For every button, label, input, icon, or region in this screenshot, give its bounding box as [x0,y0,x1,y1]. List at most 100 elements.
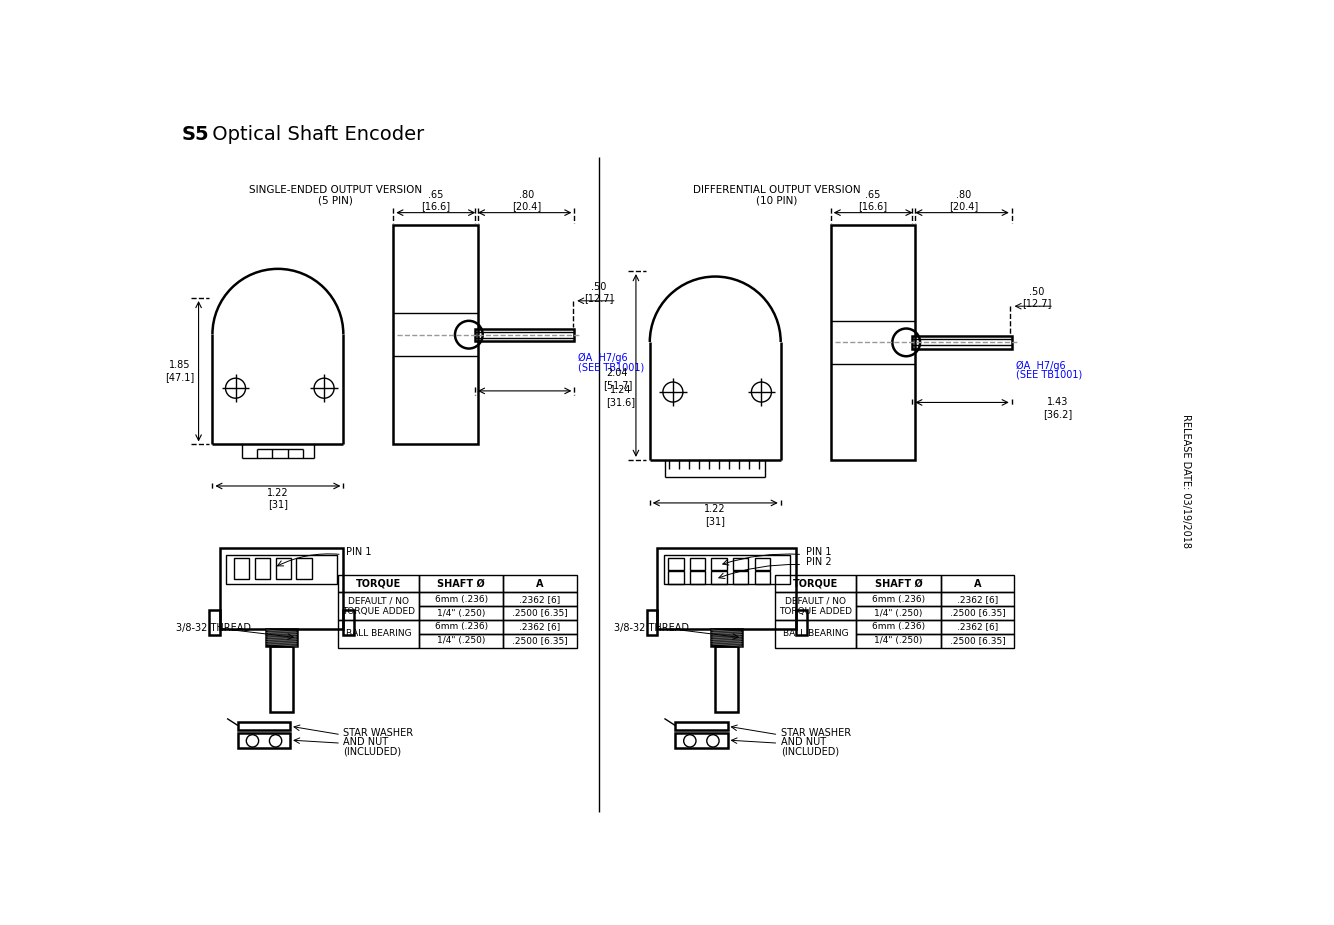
Bar [237,734,291,747]
Bar [755,558,770,570]
Text: 1.43
[36.2]: 1.43 [36.2] [1043,397,1073,419]
Text: .50
[12.7]: .50 [12.7] [1022,287,1051,309]
Text: .2362 [6]: .2362 [6] [519,595,560,604]
Text: SINGLE-ENDED OUTPUT VERSION: SINGLE-ENDED OUTPUT VERSION [249,185,422,195]
Text: PIN 1: PIN 1 [806,548,831,557]
Bar [690,558,706,570]
Bar [775,575,856,592]
Text: BALL BEARING: BALL BEARING [346,629,411,638]
Text: 2.04
[51.7]: 2.04 [51.7] [603,368,632,389]
Bar [343,610,354,635]
Bar [503,606,576,620]
Text: .65
[16.6]: .65 [16.6] [859,190,887,211]
Bar [775,620,856,647]
Bar [647,610,658,635]
Bar [675,722,727,730]
Bar [856,634,940,647]
Bar [338,575,419,592]
Text: 3/8-32 THREAD: 3/8-32 THREAD [614,623,688,634]
Text: PIN 1: PIN 1 [346,548,371,557]
Text: (INCLUDED): (INCLUDED) [343,746,402,757]
Text: AND NUT: AND NUT [343,737,388,747]
Text: RELEASE DATE: 03/19/2018: RELEASE DATE: 03/19/2018 [1182,413,1191,548]
Bar [419,606,503,620]
Bar [715,647,738,711]
Bar [668,572,683,584]
Bar [419,575,503,592]
Text: (10 PIN): (10 PIN) [756,195,798,205]
Text: 1.22
[31]: 1.22 [31] [267,487,288,509]
Bar [940,575,1014,592]
Bar [267,629,297,647]
Bar [668,558,683,570]
Bar [271,647,293,711]
Bar [419,592,503,606]
Text: 6mm (.236): 6mm (.236) [435,623,488,632]
Text: .50
[12.7]: .50 [12.7] [584,281,614,303]
Text: 6mm (.236): 6mm (.236) [872,623,924,632]
Text: DEFAULT / NO
TORQUE ADDED: DEFAULT / NO TORQUE ADDED [779,597,852,616]
Bar [856,606,940,620]
Text: 1/4" (.250): 1/4" (.250) [874,609,923,618]
Bar [940,606,1014,620]
Bar [237,722,291,730]
Text: .2362 [6]: .2362 [6] [956,595,998,604]
Text: S5: S5 [181,125,209,144]
Text: PIN 2: PIN 2 [806,557,831,567]
Bar [475,328,575,340]
Text: .80
[20.4]: .80 [20.4] [950,190,979,211]
Text: .2362 [6]: .2362 [6] [519,623,560,632]
Text: Optical Shaft Encoder: Optical Shaft Encoder [207,125,424,144]
Text: .80
[20.4]: .80 [20.4] [512,190,542,211]
Bar [394,225,478,444]
Bar [658,549,796,629]
Bar [940,592,1014,606]
Bar [338,592,419,620]
Bar [503,634,576,647]
Bar [711,629,742,647]
Bar [276,558,291,579]
Bar [503,575,576,592]
Bar [503,592,576,606]
Text: (SEE TB1001): (SEE TB1001) [578,362,644,372]
Text: (INCLUDED): (INCLUDED) [780,746,839,757]
Bar [663,554,790,584]
Bar [732,572,748,584]
Bar [940,634,1014,647]
Text: DEFAULT / NO
TORQUE ADDED: DEFAULT / NO TORQUE ADDED [342,597,415,616]
Bar [503,620,576,634]
Bar [856,575,940,592]
Bar [775,592,856,620]
Bar [227,554,338,584]
Text: BALL BEARING: BALL BEARING [783,629,848,638]
Text: .2500 [6.35]: .2500 [6.35] [512,636,568,646]
Text: SHAFT Ø: SHAFT Ø [875,579,922,589]
Text: 1.85
[47.1]: 1.85 [47.1] [165,361,195,382]
Bar [732,558,748,570]
Text: ØA  H7/g6: ØA H7/g6 [1015,361,1065,371]
Text: 1/4" (.250): 1/4" (.250) [874,636,923,646]
Bar [796,610,807,635]
Bar [755,572,770,584]
Bar [690,572,706,584]
Bar [912,336,1011,349]
Bar [711,572,727,584]
Bar [675,734,727,747]
Bar [233,558,249,579]
Bar [711,558,727,570]
Bar [831,225,915,460]
Text: SHAFT Ø: SHAFT Ø [438,579,486,589]
Text: A: A [536,579,544,589]
Text: 1.24
[31.6]: 1.24 [31.6] [606,386,635,407]
Text: A: A [974,579,982,589]
Bar [209,610,220,635]
Text: STAR WASHER: STAR WASHER [780,728,851,738]
Text: (5 PIN): (5 PIN) [319,195,354,205]
Text: 3/8-32 THREAD: 3/8-32 THREAD [176,623,251,634]
Text: DIFFERENTIAL OUTPUT VERSION: DIFFERENTIAL OUTPUT VERSION [694,185,860,195]
Bar [220,549,343,629]
Text: 1.22
[31]: 1.22 [31] [704,504,726,526]
Text: .2362 [6]: .2362 [6] [956,623,998,632]
Text: TORQUE: TORQUE [356,579,402,589]
Text: ØA  H7/g6: ØA H7/g6 [578,352,628,363]
